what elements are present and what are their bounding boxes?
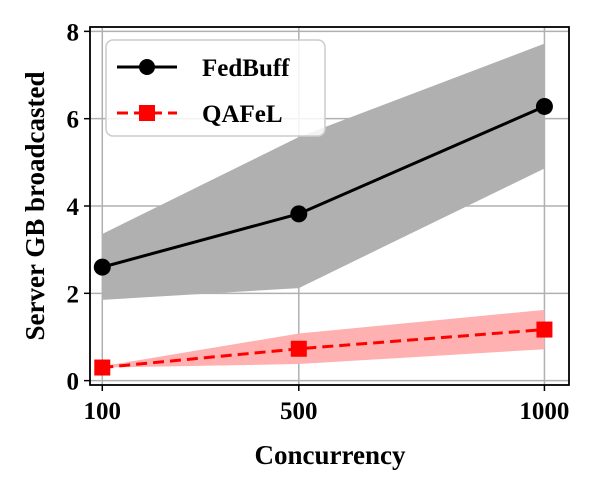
legend-fedbuff-label: FedBuff <box>202 55 290 82</box>
y-tick-label-4: 4 <box>67 194 80 221</box>
x-tick-label-100: 100 <box>84 398 122 425</box>
point-qafel-500 <box>290 340 307 357</box>
x-tick-label-500: 500 <box>280 398 318 425</box>
legend-qafel-label: QAFeL <box>202 101 283 128</box>
marker-layer <box>93 97 553 376</box>
point-qafel-1000 <box>536 321 553 338</box>
y-tick-label-2: 2 <box>67 281 80 308</box>
y-tick-label-6: 6 <box>67 107 80 134</box>
y-axis-title: Server GB broadcasted <box>20 72 50 341</box>
point-qafel-100 <box>94 359 111 376</box>
point-fedbuff-500 <box>290 205 308 223</box>
legend-entry-fedbuff: FedBuff <box>117 55 290 82</box>
point-fedbuff-1000 <box>535 97 553 115</box>
legend: FedBuff QAFeL <box>105 39 326 137</box>
y-tick-label-0: 0 <box>67 369 80 396</box>
x-tick-label-1000: 1000 <box>519 398 569 425</box>
point-fedbuff-100 <box>93 258 111 276</box>
legend-fedbuff-marker <box>139 59 155 75</box>
tick-layer: 100 500 1000 0 2 4 6 8 <box>67 19 570 425</box>
legend-qafel-marker <box>139 105 155 121</box>
legend-entry-qafel: QAFeL <box>117 101 283 128</box>
band-qafel <box>102 309 545 368</box>
x-axis-title: Concurrency <box>255 440 406 470</box>
y-tick-label-8: 8 <box>67 19 80 46</box>
